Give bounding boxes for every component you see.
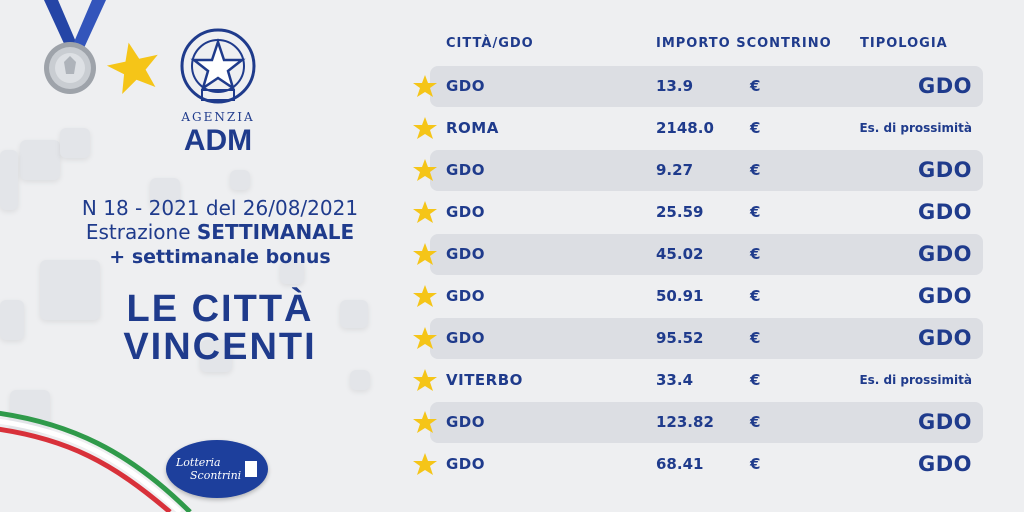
star-icon xyxy=(413,411,437,433)
row-city: GDO xyxy=(446,203,486,221)
lotteria-scontrini-logo: Lotteria Scontrini xyxy=(166,440,268,498)
row-currency: € xyxy=(750,287,761,305)
row-amount: 123.82 xyxy=(656,413,714,431)
star-icon xyxy=(413,285,437,307)
row-currency: € xyxy=(750,203,761,221)
row-amount: 50.91 xyxy=(656,287,704,305)
row-type: Es. di prossimità xyxy=(859,373,972,387)
row-amount: 95.52 xyxy=(656,329,704,347)
row-city: GDO xyxy=(446,455,486,473)
page-title: LE CITTÀ VINCENTI xyxy=(123,288,317,368)
row-city: GDO xyxy=(446,413,486,431)
star-icon xyxy=(413,243,437,265)
medal-icon xyxy=(44,0,106,94)
row-background xyxy=(430,234,983,275)
row-type: GDO xyxy=(917,200,972,224)
draw-number-date: N 18 - 2021 del 26/08/2021 xyxy=(81,196,359,220)
row-background xyxy=(430,66,983,107)
tricolor-ribbon xyxy=(0,410,192,512)
table-row: ROMA 2148.0 € Es. di prossimità xyxy=(412,108,984,150)
agency-logo-text: ADM xyxy=(183,124,253,157)
star-icon xyxy=(413,117,437,139)
table-row: GDO 95.52 € GDO xyxy=(412,318,984,360)
row-amount: 13.9 xyxy=(656,77,694,95)
row-currency: € xyxy=(750,119,761,137)
row-type: GDO xyxy=(917,452,972,476)
draw-bonus: + settimanale bonus xyxy=(109,246,331,268)
row-currency: € xyxy=(750,413,761,431)
row-type: GDO xyxy=(917,158,972,182)
republic-emblem-icon xyxy=(180,28,256,104)
row-type: GDO xyxy=(917,410,972,434)
row-currency: € xyxy=(750,77,761,95)
row-city: ROMA xyxy=(446,119,499,137)
row-currency: € xyxy=(750,329,761,347)
star-icon xyxy=(413,75,437,97)
row-city: GDO xyxy=(446,245,486,263)
star-icon xyxy=(413,369,437,391)
star-icon xyxy=(413,159,437,181)
row-background xyxy=(430,318,983,359)
row-type: Es. di prossimità xyxy=(859,121,972,135)
star-icon xyxy=(106,42,158,95)
row-type: GDO xyxy=(917,326,972,350)
table-row: GDO 50.91 € GDO xyxy=(412,276,984,318)
star-icon xyxy=(413,453,437,475)
table-row: GDO 13.9 € GDO xyxy=(412,66,984,108)
row-background xyxy=(430,150,983,191)
row-background xyxy=(430,402,983,443)
header-amount: IMPORTO SCONTRINO xyxy=(656,36,832,51)
star-icon xyxy=(413,327,437,349)
row-amount: 45.02 xyxy=(656,245,704,263)
row-city: VITERBO xyxy=(446,371,523,389)
table-row: GDO 45.02 € GDO xyxy=(412,234,984,276)
row-currency: € xyxy=(750,161,761,179)
row-type: GDO xyxy=(917,242,972,266)
row-amount: 9.27 xyxy=(656,161,694,179)
row-currency: € xyxy=(750,245,761,263)
table-row: VITERBO 33.4 € Es. di prossimità xyxy=(412,360,984,402)
row-amount: 2148.0 xyxy=(656,119,714,137)
receipt-icon xyxy=(245,461,257,477)
agency-label: AGENZIA xyxy=(181,110,255,124)
row-amount: 33.4 xyxy=(656,371,694,389)
row-type: GDO xyxy=(917,74,972,98)
row-currency: € xyxy=(750,455,761,473)
row-city: GDO xyxy=(446,161,486,179)
table-row: GDO 123.82 € GDO xyxy=(412,402,984,444)
row-amount: 68.41 xyxy=(656,455,704,473)
row-amount: 25.59 xyxy=(656,203,704,221)
row-currency: € xyxy=(750,371,761,389)
table-row: GDO 9.27 € GDO xyxy=(412,150,984,192)
header-type: TIPOLOGIA xyxy=(860,36,948,51)
row-city: GDO xyxy=(446,77,486,95)
star-icon xyxy=(413,201,437,223)
row-type: GDO xyxy=(917,284,972,308)
row-city: GDO xyxy=(446,329,486,347)
table-row: GDO 68.41 € GDO xyxy=(412,444,984,486)
table-row: GDO 25.59 € GDO xyxy=(412,192,984,234)
header-city: CITTÀ/GDO xyxy=(446,36,534,51)
draw-type: Estrazione SETTIMANALE xyxy=(85,220,355,244)
row-city: GDO xyxy=(446,287,486,305)
